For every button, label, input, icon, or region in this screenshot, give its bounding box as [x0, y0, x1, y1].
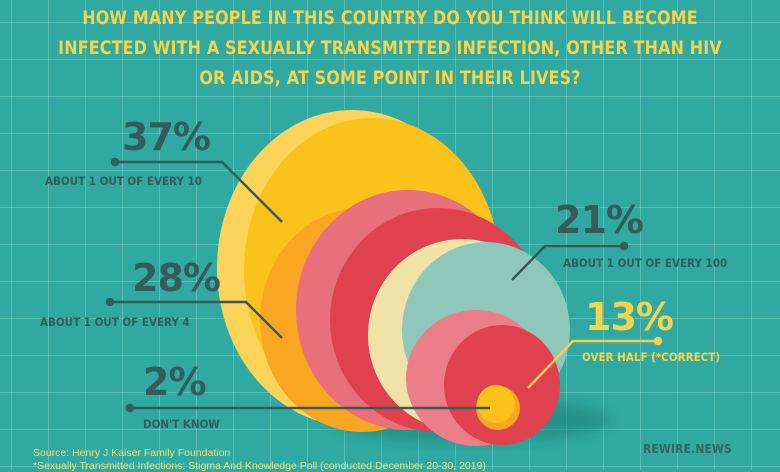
title-line-2: INFECTED WITH A SEXUALLY TRANSMITTED INF…: [58, 38, 722, 59]
chart-title: HOW MANY PEOPLE IN THIS COUNTRY DO YOU T…: [55, 4, 726, 94]
label-1-in-4: About 1 out of every 4: [40, 315, 190, 329]
label-over-half-correct: Over half (*correct): [582, 350, 721, 364]
pct-37: 37%: [122, 115, 211, 159]
title-line-3: OR AIDS, AT SOME POINT IN THEIR LIVES?: [199, 68, 581, 89]
poll-note: *Sexually Transmitted Infections: Stigma…: [33, 460, 486, 472]
label-1-in-10: About 1 out of every 10: [45, 174, 202, 188]
leader-line-correct: [527, 336, 663, 389]
pct-13: 13%: [585, 295, 674, 339]
source-text: Source: Henry J Kaiser Family Foundation: [33, 447, 231, 459]
brand-logo: REWIRE.NEWS: [643, 441, 732, 456]
label-1-in-100: About 1 out of every 100: [563, 256, 728, 270]
label-dont-know: Don't know: [143, 417, 220, 431]
title-line-1: HOW MANY PEOPLE IN THIS COUNTRY DO YOU T…: [82, 8, 698, 29]
pct-28: 28%: [132, 256, 221, 300]
dot-2-percent: [476, 385, 520, 430]
pct-2: 2%: [143, 360, 207, 404]
pct-21: 21%: [555, 198, 644, 242]
leader-lines: [105, 157, 629, 413]
